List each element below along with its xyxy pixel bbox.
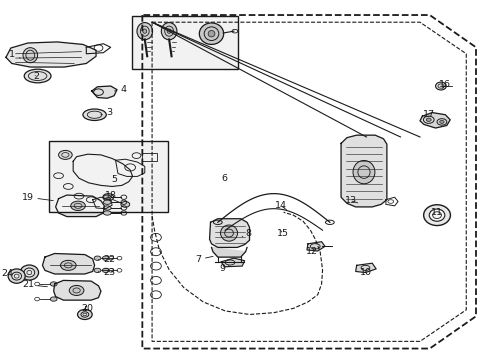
Ellipse shape <box>69 285 84 296</box>
Text: 18: 18 <box>104 190 117 199</box>
Text: 12: 12 <box>305 247 317 256</box>
Text: 13: 13 <box>344 196 357 205</box>
Ellipse shape <box>102 256 109 260</box>
Ellipse shape <box>167 29 171 33</box>
Text: 1: 1 <box>9 50 20 59</box>
Ellipse shape <box>20 265 39 280</box>
Text: 6: 6 <box>221 174 227 183</box>
Polygon shape <box>341 135 386 207</box>
Ellipse shape <box>50 297 57 301</box>
Ellipse shape <box>142 29 146 33</box>
Ellipse shape <box>71 201 85 211</box>
Ellipse shape <box>61 260 76 270</box>
Polygon shape <box>355 263 375 273</box>
Polygon shape <box>91 86 117 98</box>
Polygon shape <box>306 242 325 251</box>
Ellipse shape <box>103 211 111 215</box>
Ellipse shape <box>23 48 38 63</box>
Bar <box>131 16 237 69</box>
Text: 5: 5 <box>111 175 117 184</box>
Polygon shape <box>56 195 104 217</box>
Ellipse shape <box>426 118 430 121</box>
Text: 20: 20 <box>81 304 94 313</box>
Text: 23: 23 <box>98 268 115 277</box>
Ellipse shape <box>208 31 215 37</box>
Polygon shape <box>6 42 96 67</box>
Bar <box>49 141 168 212</box>
Ellipse shape <box>435 82 446 90</box>
Polygon shape <box>221 258 244 267</box>
Ellipse shape <box>24 69 51 83</box>
Ellipse shape <box>8 269 25 283</box>
Polygon shape <box>115 159 144 176</box>
Ellipse shape <box>103 195 111 199</box>
Polygon shape <box>42 253 94 274</box>
Text: 15: 15 <box>276 229 288 238</box>
Ellipse shape <box>78 310 92 319</box>
Ellipse shape <box>94 268 101 273</box>
Text: 10: 10 <box>359 268 371 277</box>
Ellipse shape <box>199 23 223 44</box>
Ellipse shape <box>59 150 72 159</box>
Ellipse shape <box>423 205 449 226</box>
Ellipse shape <box>94 256 101 260</box>
Ellipse shape <box>103 200 111 204</box>
Text: 16: 16 <box>438 81 450 90</box>
Text: 14: 14 <box>275 201 286 210</box>
Text: 7: 7 <box>195 255 213 264</box>
Ellipse shape <box>81 312 88 317</box>
Text: 9: 9 <box>219 265 228 274</box>
Ellipse shape <box>439 121 443 123</box>
Polygon shape <box>54 280 101 300</box>
Text: 24: 24 <box>1 269 13 278</box>
Ellipse shape <box>12 272 21 280</box>
Polygon shape <box>73 154 132 186</box>
Text: 17: 17 <box>422 110 434 119</box>
Ellipse shape <box>121 202 129 207</box>
Ellipse shape <box>352 161 374 184</box>
Text: 8: 8 <box>242 229 251 238</box>
Ellipse shape <box>24 268 35 277</box>
Text: 21: 21 <box>22 280 47 289</box>
Polygon shape <box>92 197 112 209</box>
Ellipse shape <box>102 194 113 201</box>
Ellipse shape <box>137 23 152 40</box>
Ellipse shape <box>161 23 177 40</box>
Ellipse shape <box>83 109 106 121</box>
Bar <box>142 153 157 161</box>
Ellipse shape <box>103 206 111 210</box>
Polygon shape <box>209 219 249 247</box>
Text: 22: 22 <box>98 255 115 264</box>
Ellipse shape <box>428 209 444 221</box>
Ellipse shape <box>220 225 237 241</box>
Polygon shape <box>211 247 245 257</box>
Ellipse shape <box>50 282 57 286</box>
Text: 19: 19 <box>22 193 53 202</box>
Text: 2: 2 <box>33 72 39 81</box>
Text: 3: 3 <box>101 108 112 117</box>
Ellipse shape <box>102 268 109 273</box>
Text: 11: 11 <box>430 208 442 217</box>
Text: 4: 4 <box>114 85 126 94</box>
Polygon shape <box>419 113 449 128</box>
